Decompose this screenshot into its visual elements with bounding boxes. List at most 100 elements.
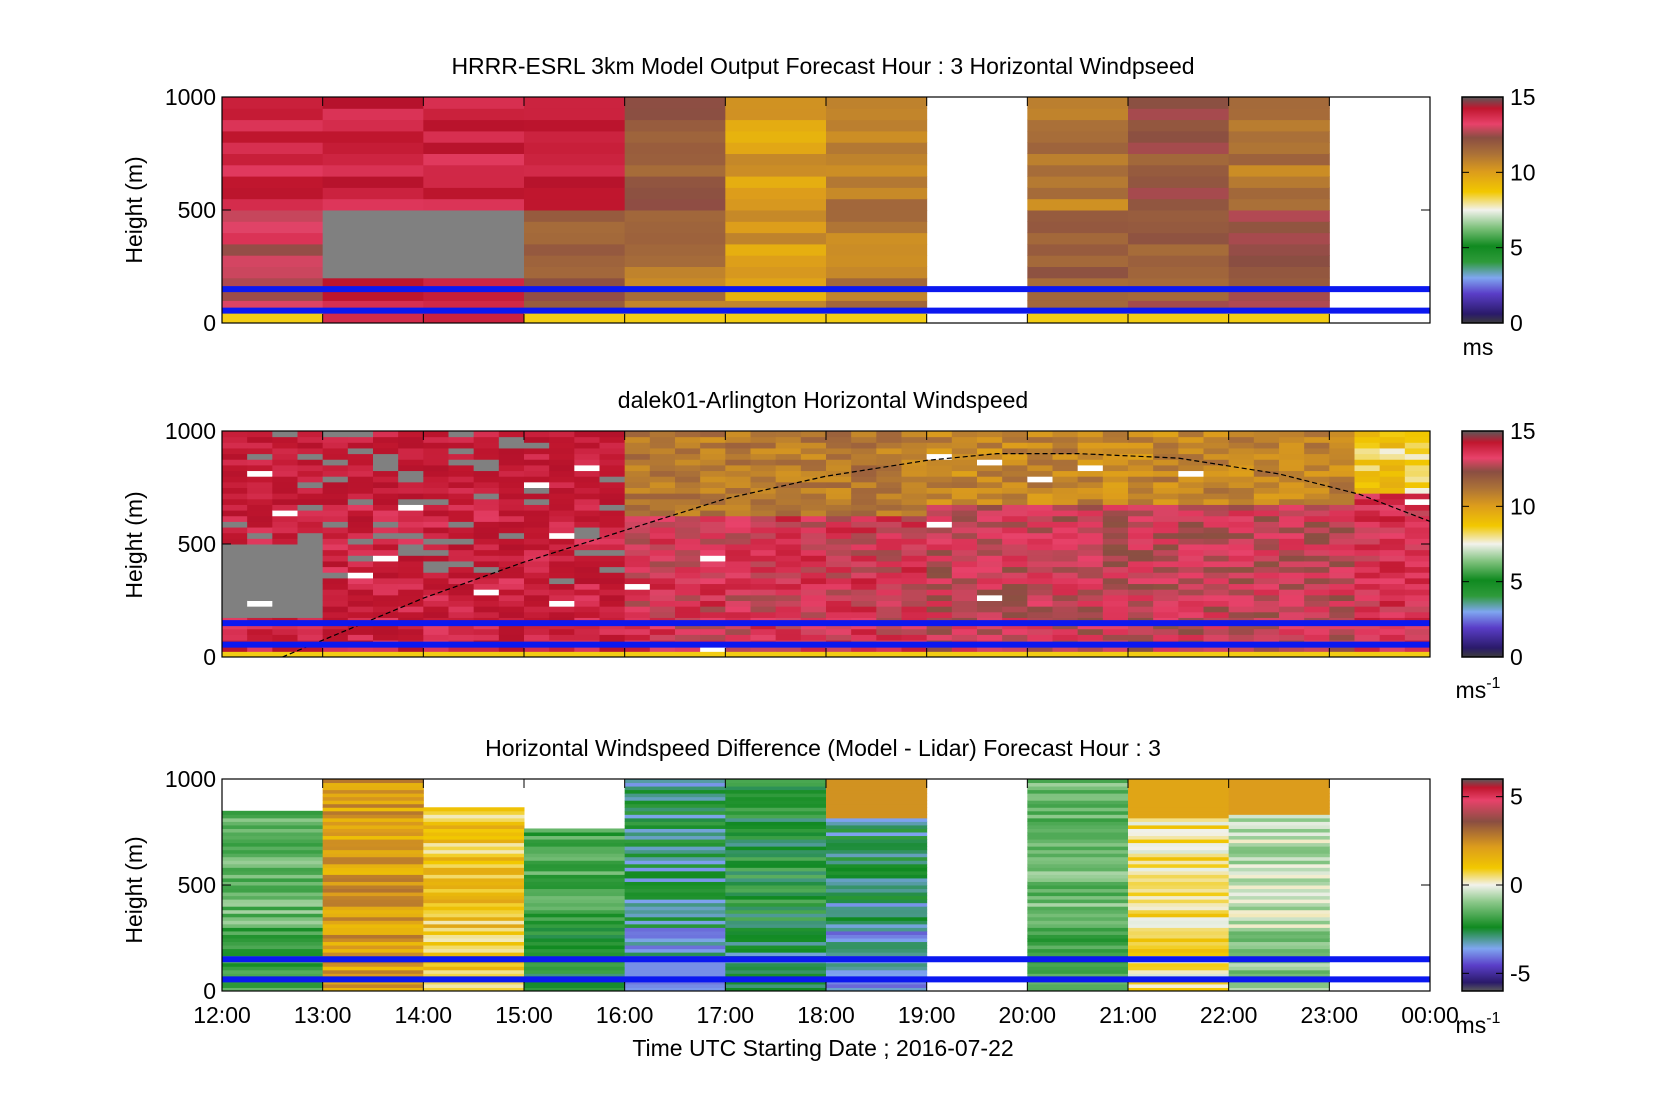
heatmap-cell bbox=[423, 867, 525, 872]
heatmap-cell bbox=[951, 515, 978, 522]
heatmap-cell bbox=[498, 589, 525, 596]
heatmap-cell bbox=[649, 436, 676, 443]
heatmap-cell bbox=[1304, 504, 1330, 511]
heatmap-cell bbox=[700, 594, 726, 601]
heatmap-cell bbox=[222, 504, 248, 511]
heatmap-cell bbox=[1304, 442, 1330, 449]
heatmap-cell bbox=[423, 549, 449, 556]
heatmap-cell bbox=[800, 487, 827, 494]
heatmap-cell bbox=[524, 515, 550, 522]
heatmap-cell bbox=[524, 856, 626, 861]
heatmap-cell bbox=[1203, 538, 1230, 545]
heatmap-cell bbox=[876, 606, 902, 613]
heatmap-cell bbox=[549, 651, 575, 658]
heatmap-cell bbox=[524, 853, 626, 858]
heatmap-cell bbox=[524, 589, 550, 596]
heatmap-cell bbox=[322, 810, 424, 815]
heatmap-cell bbox=[549, 645, 575, 652]
heatmap-cell bbox=[473, 651, 500, 658]
heatmap-cell bbox=[700, 606, 726, 613]
heatmap-cell bbox=[700, 623, 726, 630]
heatmap-cell bbox=[1228, 431, 1255, 438]
heatmap-cell bbox=[649, 549, 676, 556]
heatmap-cell bbox=[1153, 459, 1179, 466]
heatmap-cell bbox=[901, 549, 928, 556]
heatmap-cell bbox=[423, 538, 449, 545]
heatmap-cell bbox=[549, 532, 575, 539]
heatmap-cell bbox=[1027, 255, 1129, 267]
heatmap-cell bbox=[649, 544, 676, 551]
heatmap-cell bbox=[498, 442, 525, 449]
heatmap-cell bbox=[1228, 210, 1330, 222]
heatmap-cell bbox=[1027, 611, 1053, 618]
heatmap-cell bbox=[901, 566, 928, 573]
heatmap-cell bbox=[1203, 515, 1230, 522]
heatmap-cell bbox=[347, 527, 374, 534]
heatmap-cell bbox=[1027, 793, 1129, 798]
heatmap-cell bbox=[1304, 623, 1330, 630]
heatmap-cell bbox=[1128, 793, 1230, 798]
heatmap-cell bbox=[524, 973, 626, 978]
heatmap-cell bbox=[826, 839, 928, 844]
heatmap-cell bbox=[725, 560, 751, 568]
heatmap-cell bbox=[624, 895, 726, 900]
heatmap-cell bbox=[1153, 532, 1179, 539]
heatmap-cell bbox=[624, 906, 726, 911]
heatmap-cell bbox=[524, 923, 626, 928]
heatmap-cell bbox=[247, 532, 273, 539]
heatmap-cell bbox=[222, 941, 324, 946]
heatmap-cell bbox=[322, 572, 349, 579]
heatmap-cell bbox=[700, 470, 726, 477]
heatmap-cell bbox=[1354, 544, 1381, 551]
heatmap-cell bbox=[473, 459, 500, 466]
heatmap-cell bbox=[775, 600, 802, 607]
heatmap-cell bbox=[1354, 515, 1381, 522]
heatmap-cell bbox=[1379, 651, 1406, 658]
heatmap-cell bbox=[750, 634, 777, 641]
heatmap-cell bbox=[901, 555, 928, 562]
heatmap-cell bbox=[826, 966, 928, 971]
heatmap-cell bbox=[322, 476, 349, 483]
heatmap-cell bbox=[1128, 966, 1230, 971]
heatmap-cell bbox=[423, 481, 449, 488]
heatmap-cell bbox=[1203, 594, 1230, 601]
heatmap-cell bbox=[725, 906, 827, 911]
heatmap-cell bbox=[1027, 442, 1053, 449]
heatmap-cell bbox=[574, 611, 600, 618]
heatmap-cell bbox=[1203, 481, 1230, 488]
heatmap-cell bbox=[1102, 431, 1129, 438]
heatmap-cell bbox=[1102, 583, 1129, 590]
heatmap-cell bbox=[222, 97, 324, 109]
heatmap-cell bbox=[1304, 521, 1330, 528]
heatmap-cell bbox=[851, 532, 877, 539]
heatmap-cell bbox=[1002, 606, 1028, 613]
heatmap-cell bbox=[272, 628, 298, 635]
heatmap-cell bbox=[1027, 796, 1129, 801]
heatmap-cell bbox=[1228, 800, 1330, 805]
heatmap-cell bbox=[222, 142, 324, 154]
heatmap-cell bbox=[1002, 566, 1028, 573]
heatmap-cell bbox=[222, 832, 324, 837]
heatmap-cell bbox=[1128, 538, 1154, 545]
heatmap-cell bbox=[222, 987, 324, 992]
heatmap-cell bbox=[272, 611, 298, 618]
heatmap-cell bbox=[524, 560, 550, 568]
heatmap-cell bbox=[775, 436, 802, 443]
heatmap-cell bbox=[1002, 532, 1028, 539]
heatmap-cell bbox=[1002, 527, 1028, 534]
heatmap-cell bbox=[524, 962, 626, 967]
heatmap-cell bbox=[1228, 814, 1330, 819]
heatmap-cell bbox=[222, 913, 324, 918]
heatmap-cell bbox=[1128, 544, 1154, 551]
heatmap-cell bbox=[1128, 600, 1154, 607]
heatmap-cell bbox=[247, 566, 273, 573]
heatmap-cell bbox=[725, 980, 827, 985]
heatmap-cell bbox=[624, 606, 651, 613]
heatmap-cell bbox=[725, 527, 751, 534]
heatmap-cell bbox=[297, 515, 324, 522]
heatmap-cell bbox=[347, 532, 374, 539]
heatmap-cell bbox=[775, 634, 802, 641]
heatmap-cell bbox=[1203, 651, 1230, 658]
heatmap-cell bbox=[347, 487, 374, 494]
heatmap-cell bbox=[423, 289, 525, 301]
